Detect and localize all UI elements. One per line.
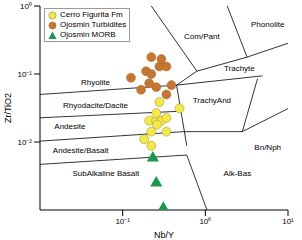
svg-text:Trachyte: Trachyte xyxy=(224,64,255,73)
svg-text:10⁰: 10⁰ xyxy=(20,2,32,11)
html-text:Cerro Figurita Fm: Cerro Figurita Fm xyxy=(60,10,123,19)
svg-text:10⁻¹: 10⁻¹ xyxy=(17,70,32,79)
html-text:Ojosmin MORB: Ojosmin MORB xyxy=(60,30,116,39)
svg-text:Bn/Nph: Bn/Nph xyxy=(254,143,281,152)
svg-text:Rhyolite: Rhyolite xyxy=(81,78,110,87)
svg-text:10⁻²: 10⁻² xyxy=(17,138,32,147)
svg-text:Com/Pant: Com/Pant xyxy=(184,32,220,41)
svg-text:10⁰: 10⁰ xyxy=(199,217,211,226)
svg-text:Phonolite: Phonolite xyxy=(251,20,285,29)
svg-text:10¹: 10¹ xyxy=(282,217,294,226)
svg-text:Rhyodacite/Dacite: Rhyodacite/Dacite xyxy=(63,101,128,110)
svg-text:SubAlkaline Basalt: SubAlkaline Basalt xyxy=(72,169,139,178)
svg-text:Andesite/Basalt: Andesite/Basalt xyxy=(53,146,109,155)
svg-text:10⁻¹: 10⁻¹ xyxy=(115,217,130,226)
html-text:Ojosmin Turbidites: Ojosmin Turbidites xyxy=(60,20,127,29)
svg-text:Nb/Y: Nb/Y xyxy=(154,230,174,240)
svg-text:Andesite: Andesite xyxy=(54,122,86,131)
svg-text:TrachyAnd: TrachyAnd xyxy=(193,96,231,105)
svg-text:Alk-Bas: Alk-Bas xyxy=(224,169,252,178)
svg-text:Zr/TiO2: Zr/TiO2 xyxy=(8,93,13,123)
